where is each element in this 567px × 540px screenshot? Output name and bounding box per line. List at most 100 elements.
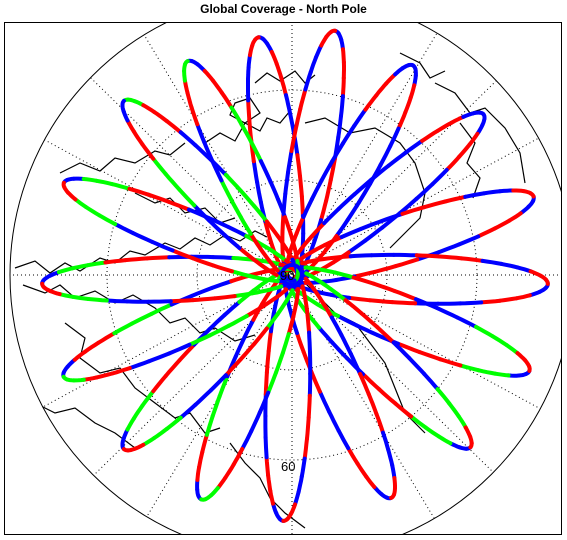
ground-track-segment <box>294 287 301 304</box>
ground-track-segment <box>281 517 290 523</box>
ground-track-segment <box>267 258 280 273</box>
ground-track-segment <box>251 279 268 293</box>
ground-track-segment <box>340 76 346 99</box>
ground-track-segment <box>329 315 344 337</box>
ground-track-segment <box>94 178 114 187</box>
ground-track-segment <box>202 69 215 83</box>
ground-track-segment <box>390 300 418 306</box>
ground-track-segment <box>298 87 308 111</box>
ground-track-segment <box>289 127 298 153</box>
ground-track-segment <box>262 277 280 284</box>
ground-track-segment <box>480 258 504 266</box>
ground-track-segment <box>193 143 213 162</box>
ground-track-segment <box>381 430 391 452</box>
ground-track-segment <box>229 105 244 127</box>
ground-track-segment <box>468 441 474 450</box>
ground-track-segment <box>237 246 256 262</box>
ground-track-segment <box>351 275 376 286</box>
ground-track-segment <box>361 372 382 392</box>
ground-track-segment <box>247 117 254 143</box>
ground-track-segment <box>302 436 309 461</box>
ground-track-segment <box>366 392 379 416</box>
ground-track-segment <box>329 254 353 260</box>
ground-track-segment <box>210 159 224 183</box>
ground-track-segment <box>141 103 157 114</box>
ground-track-segment <box>207 313 227 332</box>
ground-track-segment <box>317 267 338 275</box>
ground-track-segment <box>189 105 200 127</box>
ground-track-segment <box>219 178 233 202</box>
ground-track-segment <box>96 331 117 345</box>
ground-track-segment <box>61 374 69 382</box>
ground-track-segment <box>252 326 269 346</box>
ground-track-segment <box>359 311 380 330</box>
ground-track-segment <box>308 55 318 75</box>
ground-track-segment <box>364 474 377 489</box>
ground-track-segment <box>280 332 291 355</box>
ground-track-segment <box>146 192 171 204</box>
ground-track-segment <box>306 393 312 420</box>
ground-track-segment <box>258 159 272 183</box>
ground-track-segment <box>266 370 278 395</box>
ground-track-segment <box>240 429 254 451</box>
ground-track-segment <box>269 50 279 66</box>
ground-track-segment <box>333 270 356 280</box>
ground-track-segment <box>223 172 243 193</box>
ground-track-segment <box>298 174 304 199</box>
ground-track-segment <box>230 269 252 278</box>
ground-track-segment <box>264 219 280 238</box>
ground-track-segment <box>346 238 368 255</box>
ground-track-segment <box>490 334 509 347</box>
ground-track-segment <box>347 295 372 303</box>
ground-track-segment <box>222 300 242 317</box>
ground-track-segment <box>363 93 379 112</box>
ground-track-segment <box>435 306 460 320</box>
ground-track-segment <box>83 340 101 354</box>
ground-track-segment <box>147 351 172 364</box>
ground-track-segment <box>193 388 213 407</box>
ground-track-segment <box>301 197 314 219</box>
ground-track-segment <box>170 248 195 261</box>
pole-ring <box>280 263 304 287</box>
ground-track-segment <box>152 110 169 124</box>
ground-track-segment <box>363 225 385 243</box>
ground-track-segment <box>121 447 130 453</box>
ground-track-segment <box>242 317 256 340</box>
ground-track-segment <box>263 370 269 397</box>
ground-track-segment <box>336 428 351 451</box>
ground-track-segment <box>210 394 222 418</box>
ground-track-segment <box>422 199 448 210</box>
ground-track-segment <box>268 488 275 506</box>
map-title: Global Coverage - North Pole <box>200 2 367 16</box>
ground-track-segment <box>266 473 273 493</box>
ground-track-segment <box>223 462 236 480</box>
ground-track-segment <box>178 402 198 420</box>
ground-track-segment <box>279 76 288 98</box>
ground-track-segment <box>164 119 183 135</box>
ground-track-segment <box>392 289 418 302</box>
ground-track-segment <box>113 222 135 236</box>
ground-track-segment <box>474 324 495 339</box>
ground-track-segment <box>177 342 197 363</box>
ground-track-segment <box>339 227 363 239</box>
ground-track-segment <box>86 297 109 303</box>
ground-track-segment <box>414 182 435 201</box>
ground-track-segment <box>406 62 415 68</box>
ground-track-segment <box>250 288 271 296</box>
ground-track-segment <box>319 198 329 223</box>
ground-track-segment <box>352 269 377 279</box>
ground-track-segment <box>295 153 302 179</box>
ground-track-segment <box>447 401 461 419</box>
ground-track-segment <box>202 140 215 164</box>
ground-track-segment <box>212 294 237 301</box>
ground-track-segment <box>264 455 271 478</box>
ground-track-segment <box>263 266 279 277</box>
ground-track-segment <box>294 215 306 236</box>
ground-track-segment <box>61 180 67 190</box>
ground-track-segment <box>40 281 47 290</box>
ground-track-segment <box>328 156 337 183</box>
ground-track-segment <box>319 159 334 183</box>
ground-track-segment <box>459 256 485 263</box>
ground-track-segment <box>374 81 389 98</box>
ground-track-segment <box>479 298 503 305</box>
